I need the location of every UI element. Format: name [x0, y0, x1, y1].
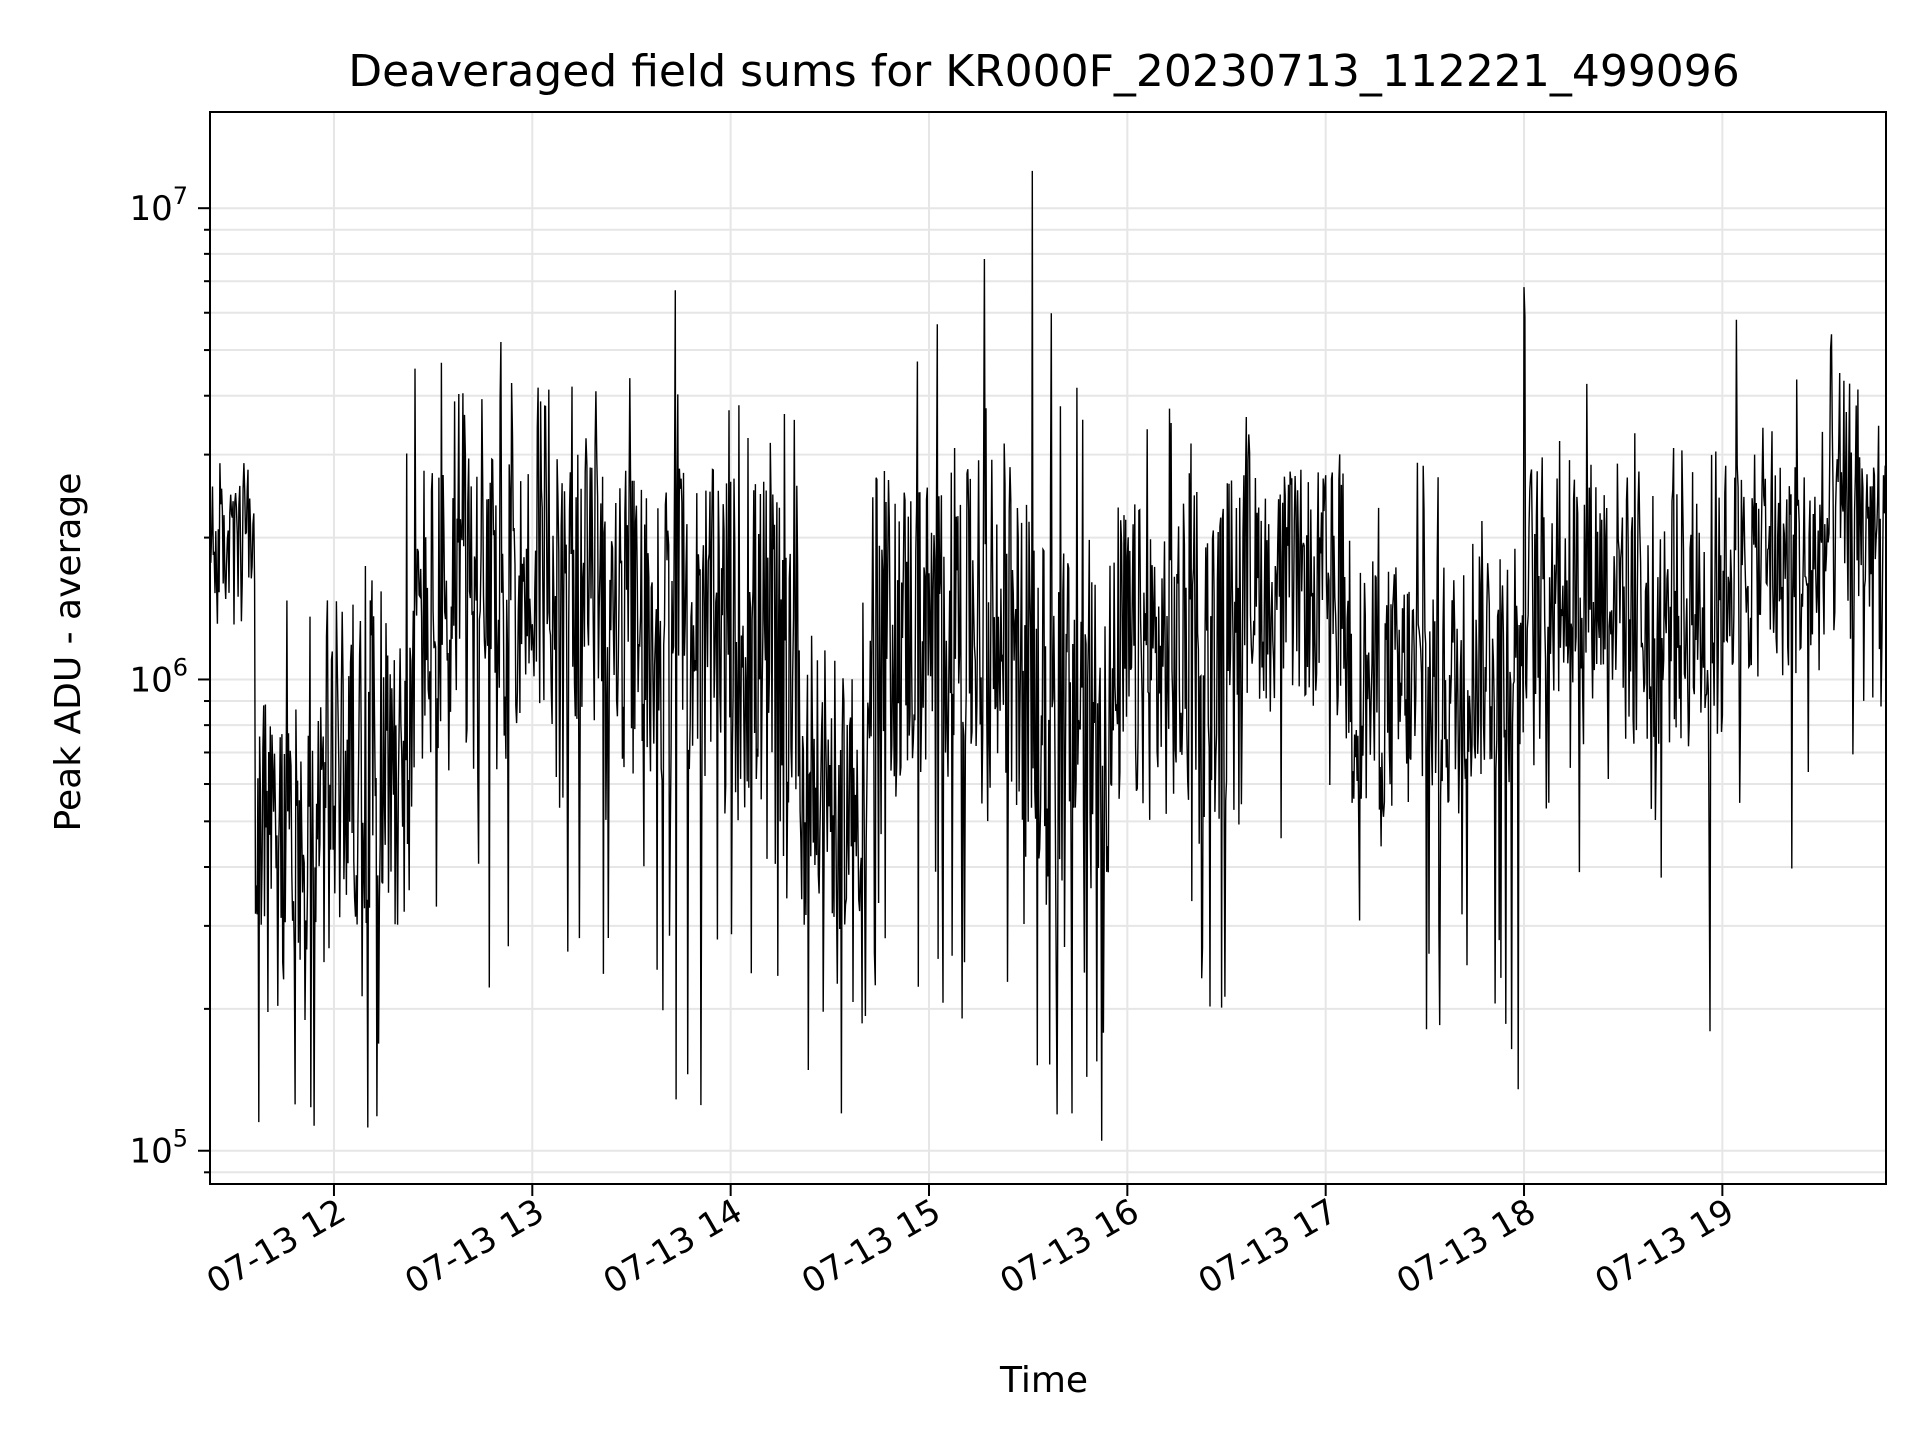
- x-axis-label: Time: [999, 1360, 1088, 1401]
- plot-area: [209, 170, 1887, 1141]
- y-axis: 105 106 107: [129, 182, 210, 1174]
- y-tick-label: 107: [129, 182, 188, 229]
- y-tick-label: 106: [129, 653, 188, 700]
- chart-title: Deaveraged field sums for KR000F_2023071…: [348, 46, 1740, 97]
- data-series-line: [209, 170, 1887, 1141]
- plot-frame: [209, 111, 1887, 1185]
- y-axis-label: Peak ADU - average: [48, 473, 89, 832]
- y-tick-label: 105: [129, 1125, 188, 1172]
